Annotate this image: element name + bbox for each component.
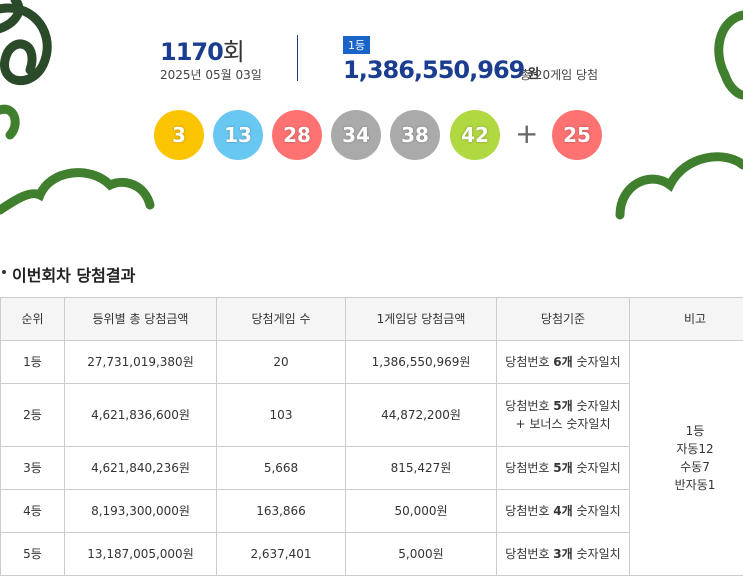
criteria-count: 5개 xyxy=(553,399,572,413)
remark: 반자동1 xyxy=(630,476,743,494)
table-cell: 20 xyxy=(217,341,346,384)
divider xyxy=(297,35,298,81)
criteria-text: 숫자일치 xyxy=(577,504,621,518)
table-cell: 13,187,005,000원 xyxy=(65,533,217,576)
table-cell: 5등 xyxy=(1,533,65,576)
table-cell: 44,872,200원 xyxy=(346,384,497,447)
table-cell: 1,386,550,969원 xyxy=(346,341,497,384)
rank-badge: 1등 xyxy=(343,36,370,54)
criteria-cell: 당첨번호 5개 숫자일치 xyxy=(497,447,630,490)
remark: 수동7 xyxy=(630,458,743,476)
criteria-cell: 당첨번호 5개 숫자일치 + 보너스 숫자일치 xyxy=(497,384,630,447)
ball: 13 xyxy=(213,110,263,160)
criteria-cell: 당첨번호 4개 숫자일치 xyxy=(497,490,630,533)
table-cell: 4,621,836,600원 xyxy=(65,384,217,447)
criteria-text: 숫자일치 xyxy=(577,399,621,413)
ball: 34 xyxy=(331,110,381,160)
criteria-text: 당첨번호 xyxy=(505,547,549,561)
criteria-text: 당첨번호 xyxy=(505,399,549,413)
plus: + xyxy=(515,117,538,150)
table-cell: 2등 xyxy=(1,384,65,447)
winning-games: 총 20게임 당첨 xyxy=(520,66,598,83)
criteria-text: 당첨번호 xyxy=(505,355,549,369)
table-cell: 5,668 xyxy=(217,447,346,490)
column-header: 비고 xyxy=(630,298,743,341)
section-title: 이번회차 당첨결과 xyxy=(12,262,135,286)
round: 1170회 xyxy=(160,32,244,67)
criteria-text: 숫자일치 xyxy=(577,355,621,369)
table-cell: 2,637,401 xyxy=(217,533,346,576)
criteria-text: 당첨번호 xyxy=(505,461,549,475)
table-cell: 27,731,019,380원 xyxy=(65,341,217,384)
ball: 28 xyxy=(272,110,322,160)
table-cell: 1등 xyxy=(1,341,65,384)
table-cell: 103 xyxy=(217,384,346,447)
criteria-cell: 당첨번호 3개 숫자일치 xyxy=(497,533,630,576)
criteria-count: 5개 xyxy=(553,461,572,475)
table-cell: 8,193,300,000원 xyxy=(65,490,217,533)
column-header: 1게임당 당첨금액 xyxy=(346,298,497,341)
criteria-text: 당첨번호 xyxy=(505,504,549,518)
table-cell: 4,621,840,236원 xyxy=(65,447,217,490)
table-cell: 3등 xyxy=(1,447,65,490)
criteria-count: 3개 xyxy=(553,547,572,561)
round-number: 1170 xyxy=(160,38,223,66)
bonus-ball: 25 xyxy=(552,110,602,160)
criteria-count: 6개 xyxy=(553,355,572,369)
ball: 42 xyxy=(450,110,500,160)
prize-amount: 1,386,550,969 xyxy=(343,56,524,84)
round-unit: 회 xyxy=(223,38,244,66)
ball: 3 xyxy=(154,110,204,160)
column-header: 당첨게임 수 xyxy=(217,298,346,341)
table-cell: 815,427원 xyxy=(346,447,497,490)
column-header: 등위별 총 당첨금액 xyxy=(65,298,217,341)
criteria-cell: 당첨번호 6개 숫자일치 xyxy=(497,341,630,384)
remark: 1등 xyxy=(630,422,743,440)
remark: 자동12 xyxy=(630,440,743,458)
column-header: 당첨기준 xyxy=(497,298,630,341)
draw-date: 2025년 05월 03일 xyxy=(160,66,262,83)
table-cell: 163,866 xyxy=(217,490,346,533)
ball: 38 xyxy=(390,110,440,160)
criteria-text: 숫자일치 xyxy=(577,461,621,475)
criteria-extra: + 보너스 숫자일치 xyxy=(516,417,611,431)
criteria-text: 숫자일치 xyxy=(577,547,621,561)
bullet xyxy=(2,270,6,274)
table-cell: 5,000원 xyxy=(346,533,497,576)
column-header: 순위 xyxy=(1,298,65,341)
table-cell: 50,000원 xyxy=(346,490,497,533)
criteria-count: 4개 xyxy=(553,504,572,518)
table-cell: 4등 xyxy=(1,490,65,533)
